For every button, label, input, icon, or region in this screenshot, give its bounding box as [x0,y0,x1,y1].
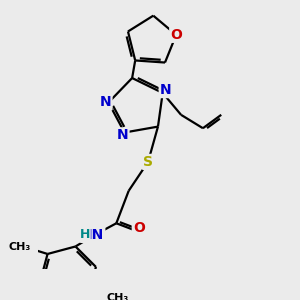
Text: N: N [117,128,128,142]
Text: N: N [160,83,171,97]
Text: CH₃: CH₃ [106,293,129,300]
Text: N: N [100,95,112,110]
Text: CH₃: CH₃ [8,242,31,252]
Text: O: O [133,221,145,236]
Text: O: O [170,28,182,42]
Text: HN: HN [81,228,104,242]
Text: S: S [143,155,153,169]
Text: H: H [80,228,90,242]
